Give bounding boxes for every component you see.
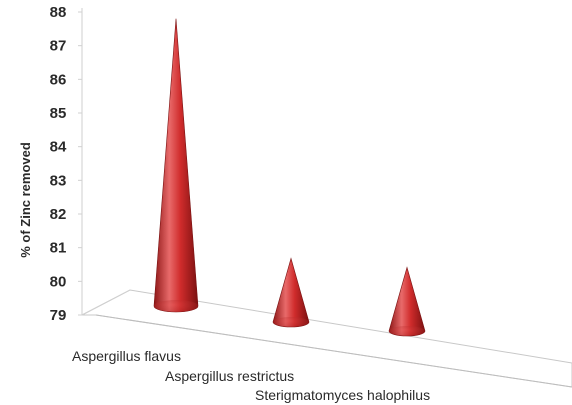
bar-cone	[272, 257, 310, 328]
floor-depth-line	[81, 289, 131, 316]
cone-body	[153, 18, 199, 313]
cone-base	[389, 326, 425, 336]
y-tick-label: 85	[50, 105, 67, 122]
y-tick-label: 87	[50, 38, 67, 55]
y-tick-label: 81	[50, 240, 67, 257]
y-tick-label: 80	[50, 273, 67, 290]
cone-body	[272, 257, 310, 328]
x-category-label: Aspergillus restrictus	[165, 368, 294, 384]
bars	[153, 18, 426, 337]
y-axis-label: % of Zinc removed	[18, 142, 33, 258]
y-tick-label: 84	[50, 139, 67, 156]
cone-base	[273, 317, 309, 327]
y-tick-label: 82	[50, 206, 67, 223]
y-ticks: 79 80 81 82 83 84 85 86 87 88	[50, 4, 82, 324]
category-labels: Aspergillus flavus Aspergillus restrictus…	[72, 348, 430, 403]
bar-cone	[153, 18, 199, 313]
y-tick-label: 79	[50, 307, 67, 324]
bar-cone	[388, 266, 426, 337]
y-tick-label: 88	[50, 4, 67, 21]
x-category-label: Sterigmatomyces halophilus	[255, 387, 430, 403]
axes	[81, 8, 572, 388]
y-tick-label: 83	[50, 172, 67, 189]
x-category-label: Aspergillus flavus	[72, 348, 181, 364]
cone-base	[154, 300, 198, 312]
x-axis-line	[95, 314, 572, 388]
y-tick-label: 86	[50, 71, 67, 88]
cone-body	[388, 266, 426, 337]
